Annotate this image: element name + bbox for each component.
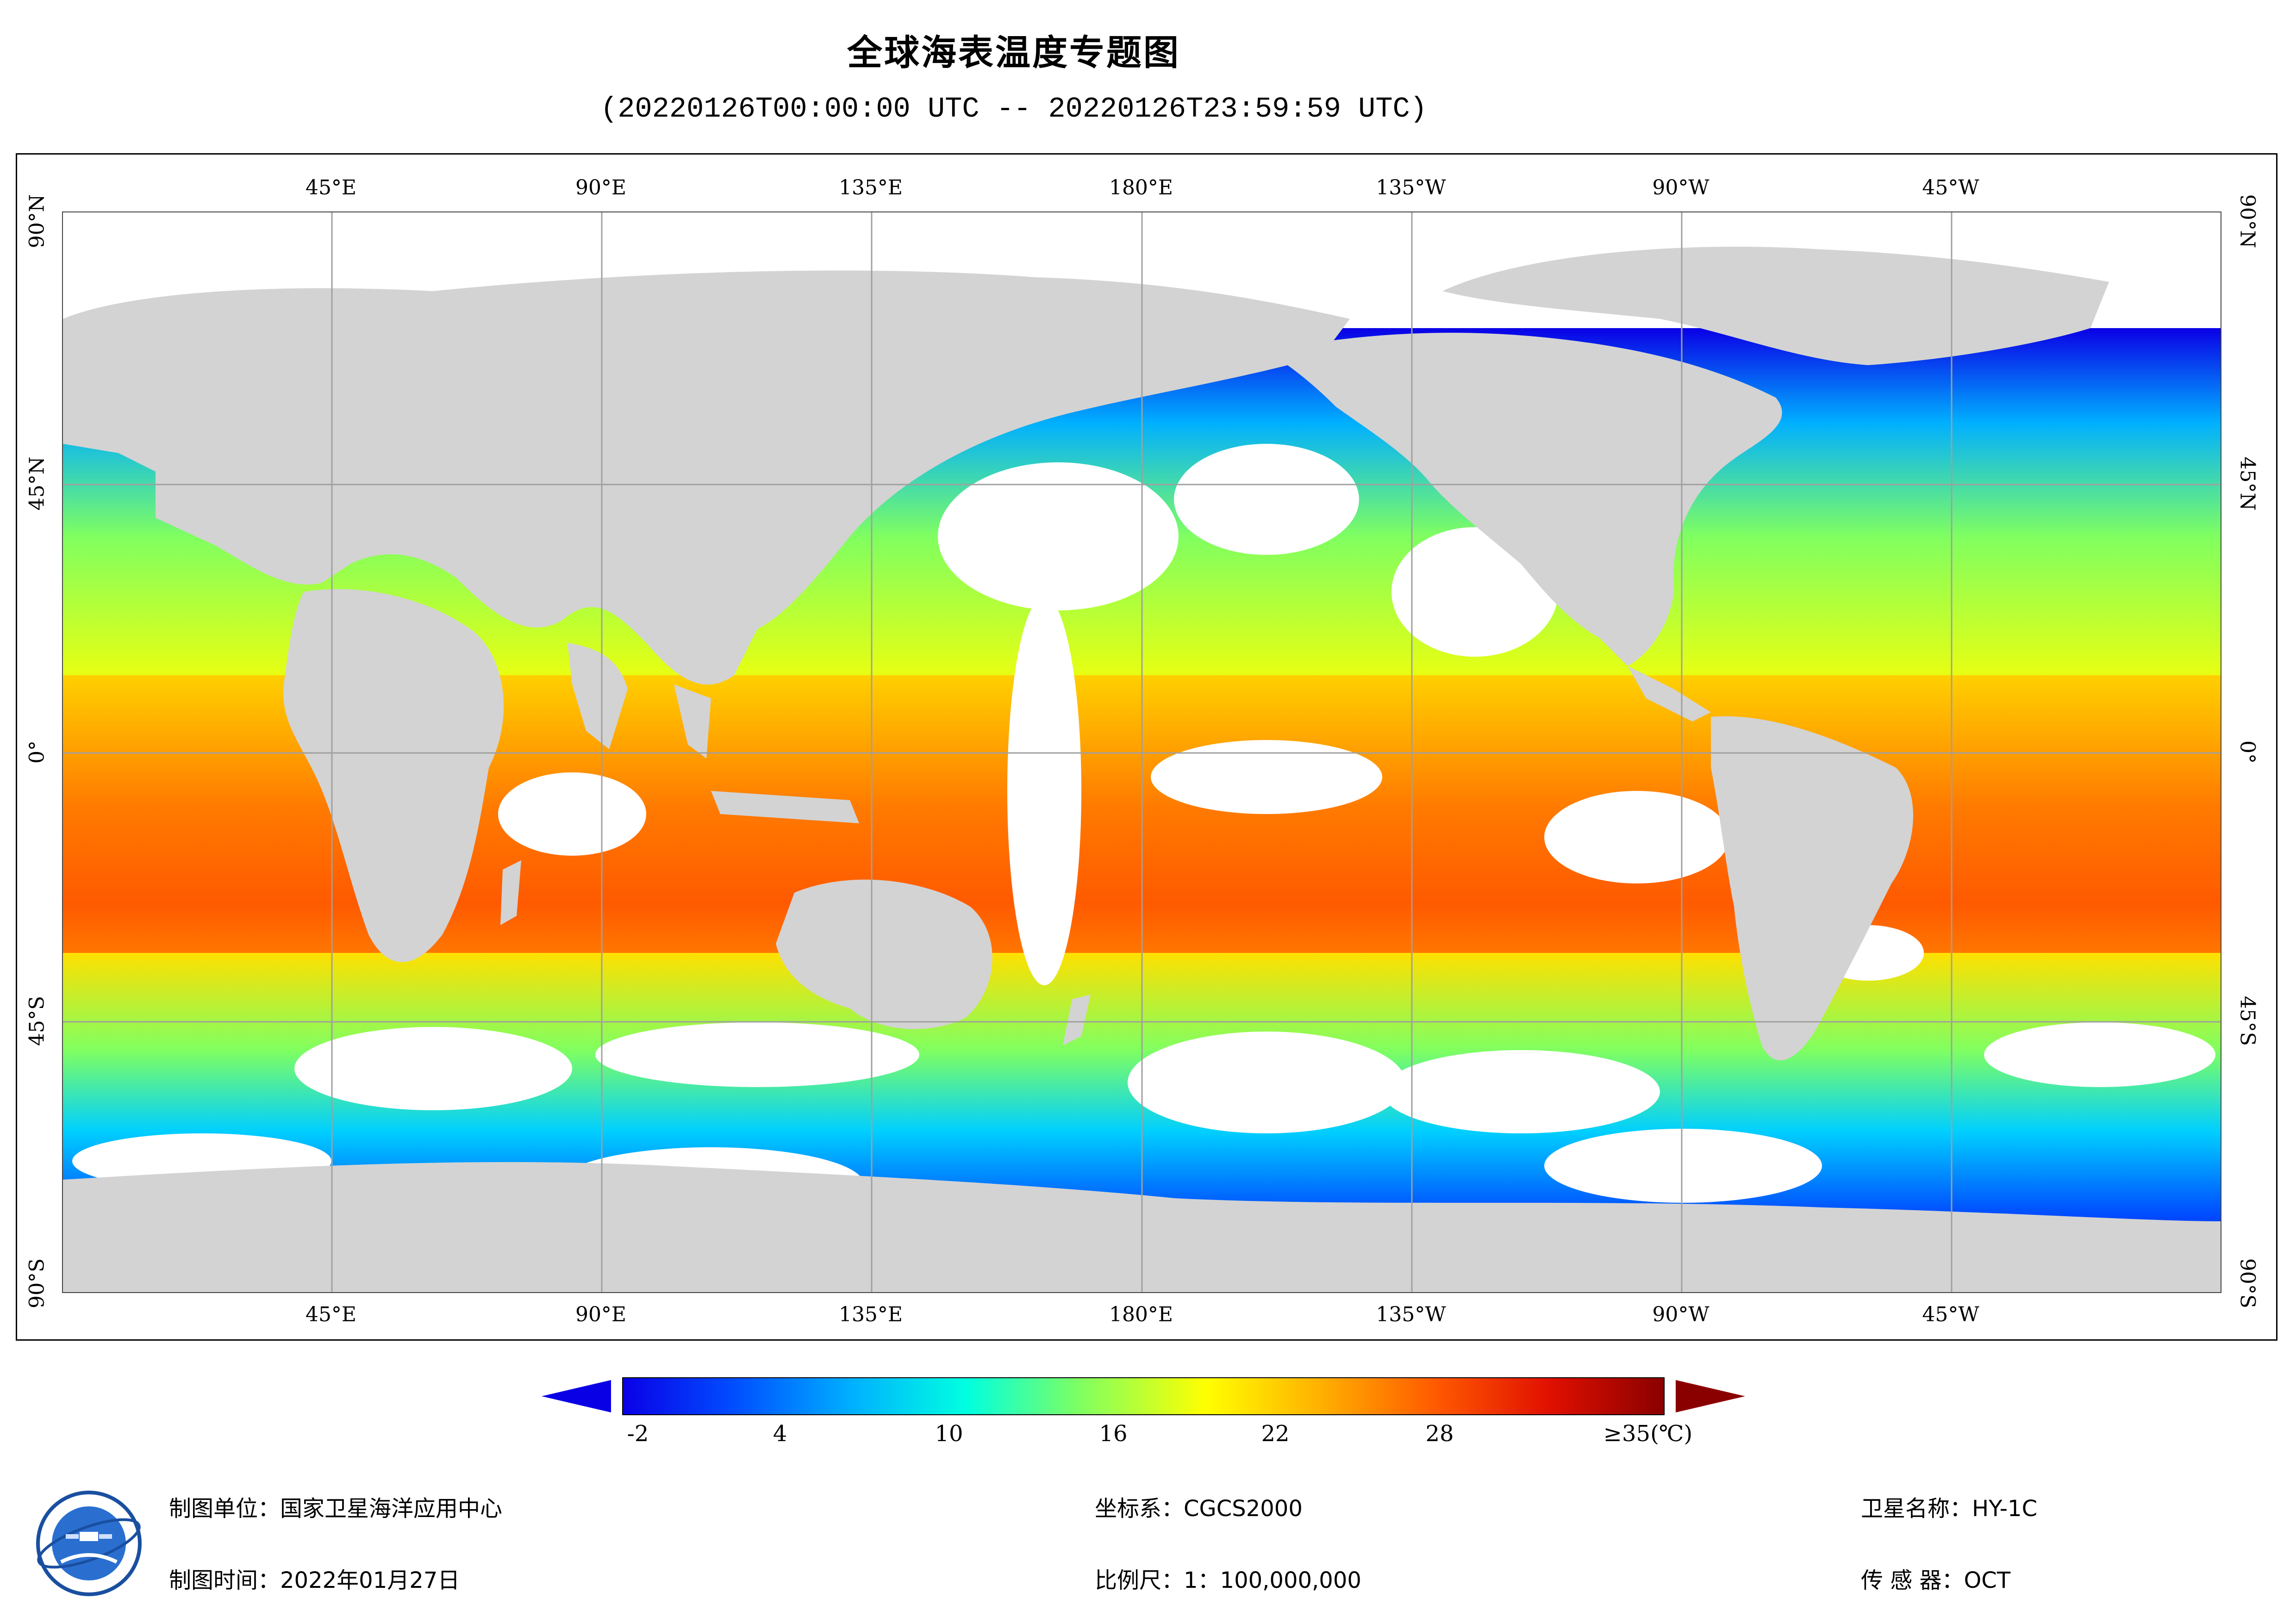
lat-label-right: 90°N xyxy=(2235,194,2259,249)
colorbar-svg xyxy=(542,1377,1745,1415)
lat-label-right: 90°S xyxy=(2235,1258,2259,1309)
land-southeast-asia xyxy=(674,684,711,759)
lat-label-left: 90°N xyxy=(25,194,49,249)
colorbar-over-arrow xyxy=(1676,1380,1745,1412)
colorbar-gradient xyxy=(622,1377,1665,1415)
sensor-name: 传 感 器：OCT xyxy=(1861,1567,2011,1593)
sst-map-svg xyxy=(63,212,2221,1292)
colorbar-tick-label: 16 xyxy=(1099,1421,1128,1447)
lat-label-left: 0° xyxy=(25,740,49,764)
land-africa xyxy=(283,589,504,962)
land-eurasia xyxy=(63,270,1350,685)
lon-label-top: 45°E xyxy=(305,176,357,199)
lon-label-top: 135°E xyxy=(838,176,903,199)
land-south-america xyxy=(1711,716,1914,1061)
land-north-america xyxy=(1267,333,1782,666)
colorbar-under-arrow xyxy=(542,1380,611,1412)
land-indonesia xyxy=(711,791,859,823)
land-new-zealand xyxy=(1063,995,1091,1045)
map-frame xyxy=(16,153,2277,1341)
coordinate-system: 坐标系：CGCS2000 xyxy=(1095,1496,1303,1522)
graticule xyxy=(63,212,2221,1292)
lon-label-bottom: 90°E xyxy=(575,1303,627,1326)
map-title: 全球海表温度专题图 xyxy=(847,32,1180,73)
lon-label-bottom: 90°W xyxy=(1652,1303,1710,1326)
mapping-time: 制图时间：2022年01月27日 xyxy=(169,1567,460,1593)
lat-label-right: 0° xyxy=(2235,740,2259,764)
colorbar-tick-label: -2 xyxy=(627,1421,649,1447)
colorbar-tick-label: 4 xyxy=(773,1421,787,1447)
land-greenland xyxy=(1442,247,2109,365)
lon-label-top: 180°E xyxy=(1109,176,1173,199)
mapping-unit: 制图单位：国家卫星海洋应用中心 xyxy=(169,1496,503,1522)
colorbar-tick-label: 28 xyxy=(1425,1421,1454,1447)
colorbar-tick-label: 22 xyxy=(1261,1421,1290,1447)
land-india xyxy=(568,643,628,749)
nsoas-logo xyxy=(33,1488,144,1599)
lon-label-bottom: 45°W xyxy=(1922,1303,1979,1326)
lat-label-left: 45°S xyxy=(25,995,49,1046)
satellite-name: 卫星名称：HY-1C xyxy=(1861,1496,2038,1522)
lon-label-bottom: 180°E xyxy=(1109,1303,1173,1326)
colorbar-tick-label: ≥35(℃) xyxy=(1603,1421,1693,1447)
colorbar-tick-label: 10 xyxy=(935,1421,963,1447)
lon-label-bottom: 45°E xyxy=(305,1303,357,1326)
lat-label-right: 45°N xyxy=(2235,456,2259,511)
lon-label-bottom: 135°E xyxy=(838,1303,903,1326)
land-madagascar xyxy=(500,860,521,925)
colorbar xyxy=(542,1375,1745,1417)
lat-label-right: 45°S xyxy=(2235,995,2259,1046)
land-australia xyxy=(776,879,992,1029)
lon-label-bottom: 135°W xyxy=(1376,1303,1446,1326)
map-scale: 比例尺：1：100,000,000 xyxy=(1095,1567,1361,1593)
lat-label-left: 90°S xyxy=(25,1258,49,1309)
land-central-america xyxy=(1628,666,1711,721)
sst-map xyxy=(62,211,2221,1293)
lat-label-left: 45°N xyxy=(25,456,49,511)
lon-label-top: 135°W xyxy=(1376,176,1446,199)
lon-label-top: 90°W xyxy=(1652,176,1710,199)
time-range-subtitle: (20220126T00:00:00 UTC -- 20220126T23:59… xyxy=(600,93,1427,125)
lon-label-top: 45°W xyxy=(1922,176,1979,199)
land-europe-north xyxy=(63,351,156,398)
lon-label-top: 90°E xyxy=(575,176,627,199)
logo-svg xyxy=(36,1491,142,1596)
